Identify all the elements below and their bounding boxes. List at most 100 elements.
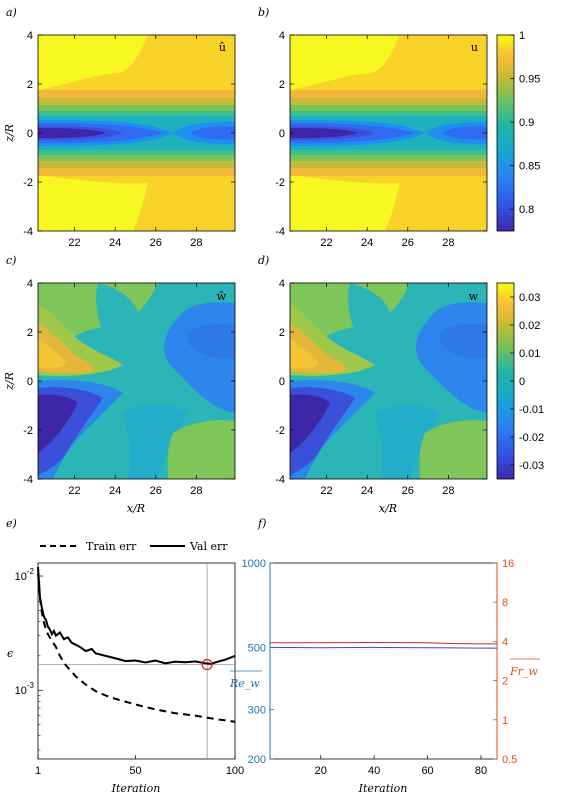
panel-f: f) 20 40 60 80 1000 500 300 200 16 8 4 2 1 0.5 Re_w F…: [229, 517, 540, 795]
x-tick-label: 50: [129, 765, 141, 777]
panel-title-a: û: [219, 41, 226, 54]
panel-title-c: ŵ: [217, 290, 227, 303]
legend-val-label: Val err: [189, 540, 228, 553]
colorbar-tick-label: 0.95: [519, 74, 540, 86]
y-right-tick-label: 2: [502, 676, 508, 688]
colorbar-tick-label: 0.85: [519, 161, 540, 173]
colorbar-tick-label: 0.03: [519, 292, 540, 304]
x-tick-label: 80: [475, 765, 487, 777]
x-tick-label: 22: [68, 237, 80, 249]
panel-b: b) u 22 24 26 28 4 2 0 -2 -4 1 0.95 0.9 0.85 0.8: [258, 6, 540, 249]
train-err-line: [37, 573, 236, 723]
y-left-label-f: Re_w: [229, 670, 262, 690]
fr-w-line: [270, 641, 497, 645]
x-tick-label: 28: [442, 237, 454, 249]
y-tick-label: 2: [27, 79, 33, 91]
y-right-tick-label: 16: [502, 558, 514, 570]
y-tick-label: 4: [279, 30, 285, 42]
panel-label-c: c): [6, 254, 16, 267]
panel-a: a) û z/R 22 24 26 28 4 2 0 -2 -4: [3, 6, 236, 249]
panel-label-a: a): [6, 6, 17, 19]
y-tick-label: 2: [27, 327, 33, 339]
y-tick-label: 10-2: [15, 567, 35, 583]
x-tick-label: 22: [320, 485, 332, 497]
y-left-tick-label: 1000: [242, 558, 266, 570]
colorbar-tick-label: 0.02: [519, 320, 540, 332]
re-w-line: [269, 646, 497, 649]
y-tick-label: 2: [279, 79, 285, 91]
colorbar-tick-label: 0.9: [519, 117, 534, 129]
colorbar-u: [496, 34, 515, 232]
y-tick-label: 0: [27, 128, 33, 140]
axis-d: 22 24 26 28 4 2 0 -2 -4: [275, 278, 487, 497]
legend-e: Train err Val err: [40, 540, 228, 553]
colorbar-u-ticks: 1 0.95 0.9 0.85 0.8: [510, 30, 540, 216]
y-tick-label: 0: [279, 128, 285, 140]
x-tick-label: 22: [68, 485, 80, 497]
y-right-label-text: Fr_w: [509, 665, 538, 678]
x-tick-label: 22: [320, 237, 332, 249]
colorbar-tick-label: 1: [519, 30, 525, 42]
x-tick-label: 28: [190, 237, 202, 249]
panel-label-b: b): [258, 6, 269, 19]
y-tick-exponent: -2: [27, 567, 35, 576]
y-tick-label: 0: [27, 376, 33, 388]
y-right-label-f: Fr_w: [509, 658, 540, 678]
y-tick-label: -2: [275, 425, 285, 437]
x-tick-label: 60: [421, 765, 433, 777]
x-tick-label: 24: [109, 485, 121, 497]
y-tick-label: -4: [275, 474, 285, 486]
y-tick-label: -2: [275, 177, 285, 189]
x-tick-label: 20: [315, 765, 327, 777]
y-tick-label: 4: [27, 30, 33, 42]
y-left-tick-label: 200: [248, 754, 266, 766]
colorbar-tick-label: 0.01: [519, 348, 540, 360]
x-tick-label: 28: [190, 485, 202, 497]
y-left-tick-label: 300: [248, 705, 266, 717]
x-tick-label: 40: [368, 765, 380, 777]
y-left-tick-label: 500: [248, 642, 266, 654]
panel-e: e) Train err Val err 1 50 100 10-2 10-3 ϵ It…: [6, 517, 244, 795]
panel-title-b: u: [471, 41, 478, 54]
y-right-tick-label: 0.5: [502, 754, 517, 766]
colorbar-tick-label: -0.02: [519, 432, 544, 444]
x-tick-label: 24: [109, 237, 121, 249]
x-tick-label: 100: [226, 765, 244, 777]
y-tick-label: -4: [275, 226, 285, 238]
x-tick-label: 24: [361, 485, 373, 497]
y-right-tick-label: 8: [502, 597, 508, 609]
panel-label-e: e): [6, 517, 17, 530]
colorbar-tick-label: -0.03: [519, 460, 544, 472]
y-axis-label-e: ϵ: [7, 647, 13, 660]
plot-frame-f: [269, 562, 498, 760]
panel-d: d) w x/R 22 24 26 28 4 2 0 -2 -4 0.03 0.02 0.01 0 -0…: [258, 254, 544, 515]
y-tick-label: -4: [23, 226, 33, 238]
colorbar-tick-label: -0.01: [519, 404, 544, 416]
y-tick-label: -4: [23, 474, 33, 486]
plot-e: 1 50 100 10-2 10-3: [15, 563, 244, 777]
y-tick-exponent: -3: [27, 681, 35, 690]
panel-c: c) ŵ z/R x/R 22 24 26 28 4 2 0 -2 -4: [3, 254, 236, 515]
y-axis-label-a: z/R: [3, 124, 16, 143]
x-axis-label-d: x/R: [379, 502, 397, 515]
y-tick-label: 4: [279, 278, 285, 290]
y-axis-label-c: z/R: [3, 372, 16, 391]
x-axis-label-c: x/R: [127, 502, 145, 515]
x-axis-label-e: Iteration: [111, 782, 161, 795]
x-tick-label: 26: [150, 485, 162, 497]
y-right-tick-label: 4: [502, 636, 508, 648]
x-axis-label-f: Iteration: [358, 782, 408, 795]
axis-b: 22 24 26 28 4 2 0 -2 -4: [275, 30, 487, 249]
y-tick-label: -2: [23, 425, 33, 437]
y-right-tick-label: 1: [502, 715, 508, 727]
axis-c: 22 24 26 28 4 2 0 -2 -4: [23, 278, 235, 497]
colorbar-w-ticks: 0.03 0.02 0.01 0 -0.01 -0.02 -0.03: [510, 292, 544, 472]
panel-label-d: d): [258, 254, 269, 267]
x-tick-label: 24: [361, 237, 373, 249]
y-tick-label: 10-3: [15, 681, 35, 697]
x-tick-label: 26: [150, 237, 162, 249]
colorbar-tick-label: 0.8: [519, 204, 534, 216]
panel-title-d: w: [469, 290, 479, 303]
x-tick-label: 28: [442, 485, 454, 497]
